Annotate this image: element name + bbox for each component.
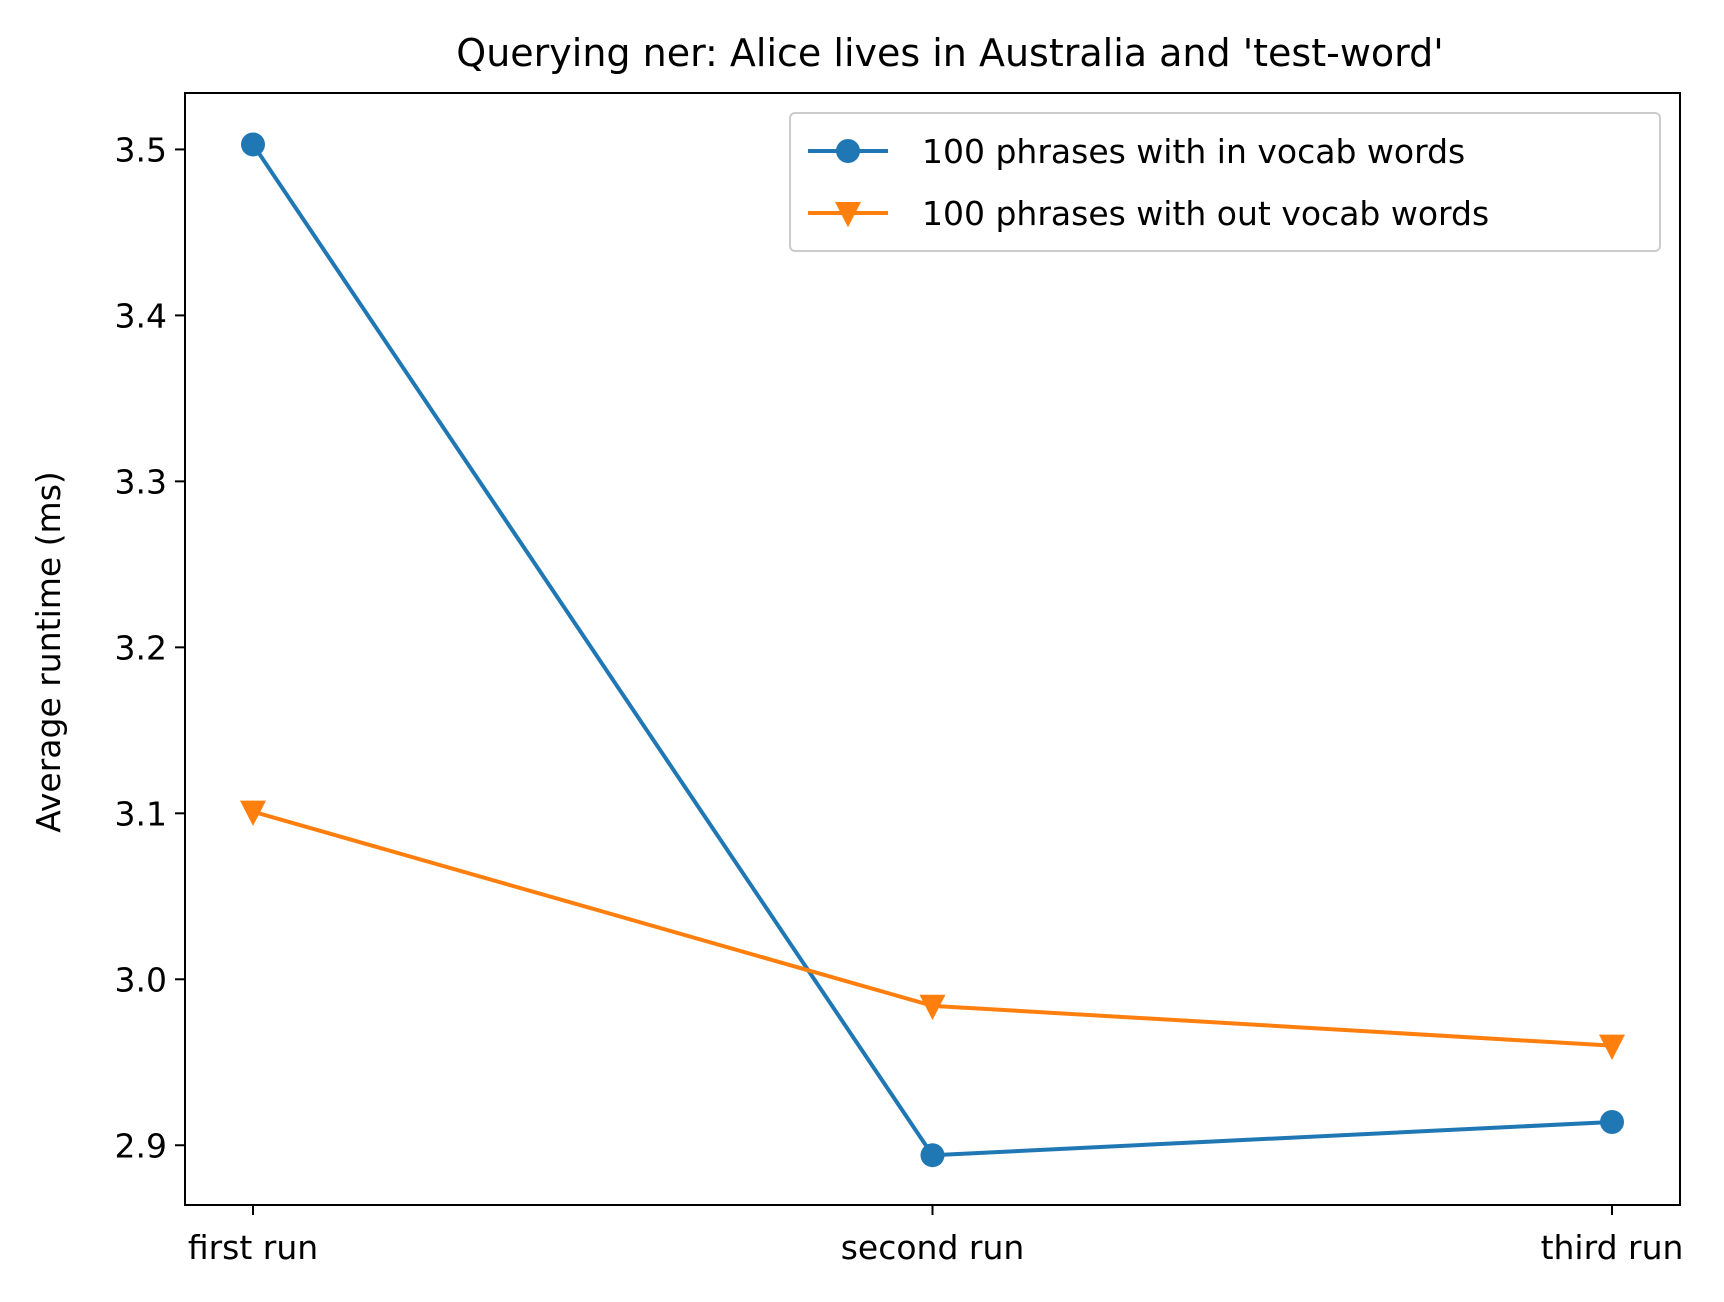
y-tick-label: 3.2 — [115, 628, 167, 667]
x-tick-label: third run — [1541, 1228, 1684, 1267]
y-tick-label: 3.4 — [115, 296, 167, 335]
legend-label: 100 phrases with in vocab words — [922, 132, 1465, 171]
chart-title: Querying ner: Alice lives in Australia a… — [456, 31, 1443, 75]
y-tick-label: 3.5 — [115, 130, 167, 169]
y-tick-label: 3.0 — [115, 960, 167, 999]
series-2-point — [240, 800, 266, 826]
legend-label: 100 phrases with out vocab words — [922, 194, 1489, 233]
legend-marker — [836, 139, 860, 163]
y-tick-label: 3.1 — [115, 794, 167, 833]
legend-box — [789, 112, 1661, 252]
series-2-point — [919, 994, 946, 1021]
series-2-point — [1599, 1034, 1625, 1060]
series-1-point — [1600, 1110, 1624, 1135]
series-1-point — [241, 132, 265, 157]
y-axis-label: Average runtime (ms) — [29, 471, 68, 833]
y-tick-label: 3.3 — [115, 462, 167, 501]
plot-area — [240, 132, 1625, 1168]
x-tick-label: second run — [841, 1228, 1025, 1267]
legend: 100 phrases with in vocab words 100 phras… — [789, 112, 1661, 252]
series-1-point — [920, 1143, 945, 1168]
y-tick-label: 2.9 — [115, 1126, 167, 1165]
x-tick-label: first run — [188, 1228, 318, 1267]
legend-marker — [835, 201, 861, 228]
